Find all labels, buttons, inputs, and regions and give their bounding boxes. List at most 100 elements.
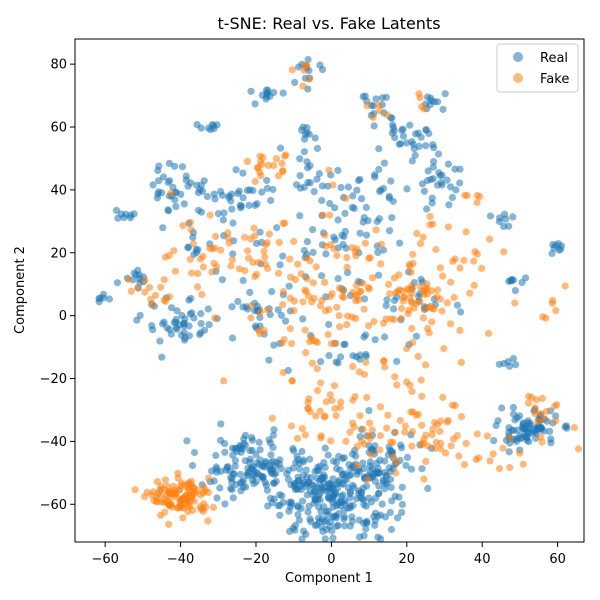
scatter-point-fake (165, 520, 173, 528)
scatter-point-real (313, 175, 321, 183)
scatter-point-real (274, 306, 282, 314)
x-tick-label: −60 (91, 552, 118, 567)
scatter-point-fake (279, 368, 287, 377)
scatter-point-real (320, 503, 328, 511)
scatter-point-real (279, 89, 287, 97)
scatter-point-real (300, 148, 308, 156)
scatter-point-fake (432, 245, 440, 254)
scatter-point-fake (430, 305, 438, 313)
scatter-point-fake (396, 416, 404, 425)
scatter-point-real (263, 184, 271, 192)
scatter-point-real (456, 165, 464, 173)
scatter-point-fake (531, 404, 539, 412)
scatter-point-real (156, 337, 164, 345)
series-fake (124, 61, 583, 528)
scatter-point-fake (165, 488, 173, 496)
scatter-point-real (428, 194, 436, 202)
scatter-point-real (424, 167, 432, 175)
scatter-point-real (429, 141, 437, 149)
scatter-point-real (385, 192, 393, 200)
scatter-point-fake (260, 326, 268, 334)
scatter-point-real (511, 287, 519, 295)
scatter-point-fake (406, 381, 414, 389)
scatter-point-real (367, 498, 375, 506)
scatter-point-fake (423, 280, 431, 288)
scatter-point-fake (551, 402, 559, 410)
scatter-point-fake (251, 232, 259, 240)
scatter-point-fake (376, 403, 385, 411)
scatter-point-fake (314, 386, 322, 395)
scatter-point-real (294, 473, 302, 481)
scatter-point-fake (466, 289, 474, 297)
scatter-point-real (205, 321, 213, 329)
scatter-point-fake (519, 460, 527, 468)
scatter-point-real (155, 162, 163, 170)
scatter-point-real (311, 521, 319, 530)
scatter-point-real (178, 163, 186, 171)
scatter-point-fake (279, 301, 287, 309)
scatter-point-fake (297, 270, 305, 278)
scatter-point-real (375, 145, 383, 153)
scatter-point-fake (179, 514, 187, 522)
scatter-point-fake (190, 240, 198, 248)
scatter-point-fake (417, 376, 425, 384)
scatter-point-real (300, 183, 308, 191)
scatter-point-fake (450, 293, 458, 302)
scatter-point-real (339, 470, 347, 478)
scatter-point-real (318, 523, 326, 531)
scatter-point-real (520, 424, 528, 432)
scatter-point-fake (293, 434, 301, 442)
scatter-point-real (294, 510, 302, 519)
scatter-point-real (114, 214, 122, 222)
scatter-point-fake (420, 305, 428, 313)
scatter-point-fake (359, 425, 367, 433)
scatter-point-fake (390, 274, 398, 282)
scatter-point-real (425, 129, 433, 137)
scatter-point-fake (275, 238, 283, 246)
scatter-point-fake (337, 398, 345, 406)
scatter-point-real (367, 467, 375, 475)
scatter-point-real (423, 176, 432, 185)
scatter-point-real (297, 482, 305, 490)
scatter-point-fake (516, 449, 524, 457)
scatter-point-fake (308, 359, 316, 367)
scatter-point-fake (312, 263, 320, 271)
scatter-point-fake (305, 75, 313, 83)
scatter-point-fake (241, 233, 249, 241)
scatter-point-fake (281, 152, 289, 160)
scatter-point-fake (157, 511, 165, 519)
scatter-point-fake (196, 503, 204, 511)
scatter-point-fake (241, 267, 249, 275)
scatter-point-fake (243, 157, 251, 165)
scatter-point-real (429, 175, 437, 183)
scatter-point-real (322, 250, 330, 258)
scatter-point-real (302, 466, 310, 474)
scatter-point-fake (294, 260, 302, 268)
scatter-point-fake (171, 267, 179, 275)
scatter-point-real (212, 451, 220, 460)
scatter-point-fake (561, 282, 569, 290)
scatter-point-real (439, 105, 447, 113)
scatter-point-real (306, 162, 314, 170)
scatter-point-fake (204, 517, 212, 525)
scatter-point-real (423, 205, 431, 213)
scatter-point-real (291, 526, 299, 534)
scatter-point-fake (534, 417, 542, 425)
scatter-point-real (316, 61, 324, 69)
scatter-point-real (220, 209, 228, 217)
scatter-point-real (309, 226, 317, 234)
scatter-point-fake (304, 405, 312, 413)
scatter-point-real (330, 512, 338, 520)
scatter-point-real (298, 447, 306, 456)
scatter-point-fake (352, 297, 360, 305)
scatter-point-fake (409, 408, 417, 416)
scatter-point-real (391, 134, 399, 142)
scatter-point-fake (157, 283, 165, 291)
scatter-point-real (301, 135, 309, 143)
scatter-point-fake (279, 168, 287, 176)
scatter-point-fake (552, 307, 560, 315)
scatter-point-fake (409, 339, 417, 347)
scatter-point-fake (264, 161, 272, 169)
scatter-point-real (398, 500, 406, 509)
scatter-point-fake (167, 189, 175, 197)
